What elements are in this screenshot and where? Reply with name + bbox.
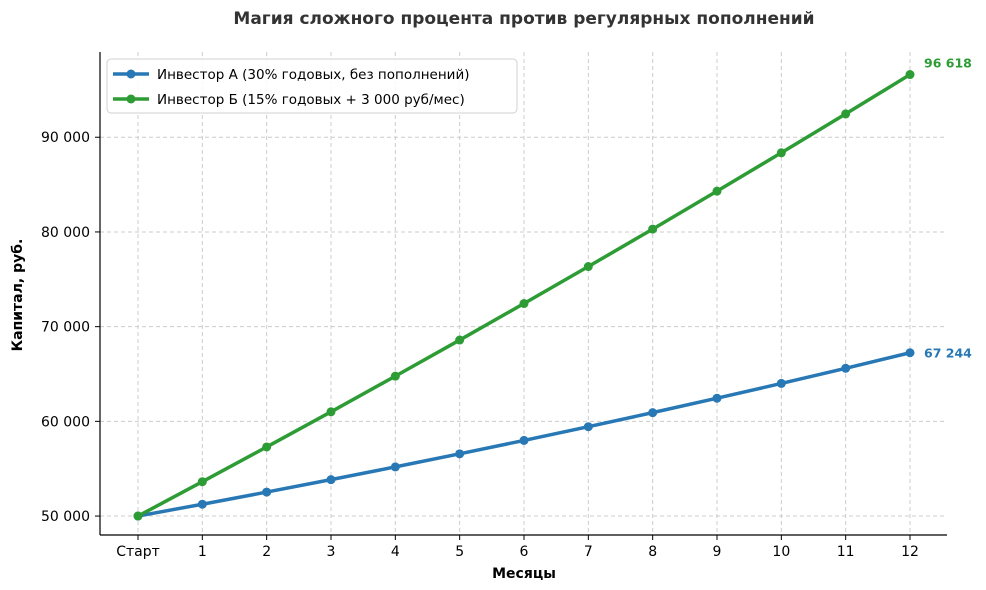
x-tick-label: 11 bbox=[837, 544, 855, 560]
y-tick-label: 70 000 bbox=[41, 320, 90, 336]
data-point bbox=[905, 70, 915, 80]
end-label-2: 96 618 bbox=[924, 56, 972, 71]
x-tick-label: Старт bbox=[116, 544, 160, 560]
grid bbox=[100, 52, 947, 535]
data-point bbox=[390, 371, 400, 381]
data-point bbox=[455, 449, 465, 459]
x-tick-label: 10 bbox=[772, 544, 790, 560]
legend-box bbox=[106, 58, 518, 114]
data-point bbox=[262, 442, 272, 452]
data-point bbox=[583, 262, 593, 272]
data-point bbox=[133, 511, 143, 521]
x-tick-label: 5 bbox=[455, 544, 464, 560]
data-point bbox=[455, 335, 465, 345]
y-tick-label: 80 000 bbox=[41, 225, 90, 241]
data-point bbox=[776, 148, 786, 158]
legend-swatch-marker bbox=[126, 69, 136, 79]
data-point bbox=[841, 109, 851, 119]
chart-title: Магия сложного процента против регулярны… bbox=[233, 9, 814, 29]
data-point bbox=[390, 462, 400, 472]
data-point bbox=[197, 499, 207, 509]
x-tick-label: 4 bbox=[391, 544, 400, 560]
data-point bbox=[648, 408, 658, 418]
data-point bbox=[712, 393, 722, 403]
data-point bbox=[519, 435, 529, 445]
x-tick-label: 2 bbox=[262, 544, 271, 560]
y-tick-label: 90 000 bbox=[41, 130, 90, 146]
legend-entry-label: Инвестор А (30% годовых, без пополнений) bbox=[157, 67, 470, 83]
x-tick-label: 8 bbox=[648, 544, 657, 560]
legend-entry-label: Инвестор Б (15% годовых + 3 000 руб/мес) bbox=[157, 92, 465, 108]
data-point bbox=[262, 487, 272, 497]
legend: Инвестор А (30% годовых, без пополнений)… bbox=[106, 58, 518, 114]
y-axis-label: Капитал, руб. bbox=[10, 239, 26, 352]
data-point bbox=[776, 378, 786, 388]
series-line-2 bbox=[136, 72, 912, 518]
data-point bbox=[326, 475, 336, 485]
series-layer bbox=[133, 70, 915, 521]
x-tick-label: 7 bbox=[584, 544, 593, 560]
x-tick-label: 3 bbox=[327, 544, 336, 560]
x-tick-label: 1 bbox=[198, 544, 207, 560]
x-tick-label: 6 bbox=[520, 544, 529, 560]
data-point bbox=[197, 477, 207, 487]
x-tick-label: 12 bbox=[901, 544, 919, 560]
x-axis-label: Месяцы bbox=[492, 566, 556, 582]
data-point bbox=[583, 422, 593, 432]
data-point bbox=[648, 224, 658, 234]
end-label-1: 67 244 bbox=[924, 346, 972, 361]
x-tick-label: 9 bbox=[713, 544, 722, 560]
data-point bbox=[519, 299, 529, 309]
data-point bbox=[712, 186, 722, 196]
end-labels: 67 244 96 618 bbox=[924, 56, 972, 361]
legend-swatch-marker bbox=[126, 94, 136, 104]
data-point bbox=[326, 407, 336, 417]
y-tick-label: 50 000 bbox=[41, 509, 90, 525]
data-point bbox=[841, 363, 851, 373]
y-tick-label: 60 000 bbox=[41, 414, 90, 430]
data-point bbox=[905, 348, 915, 358]
